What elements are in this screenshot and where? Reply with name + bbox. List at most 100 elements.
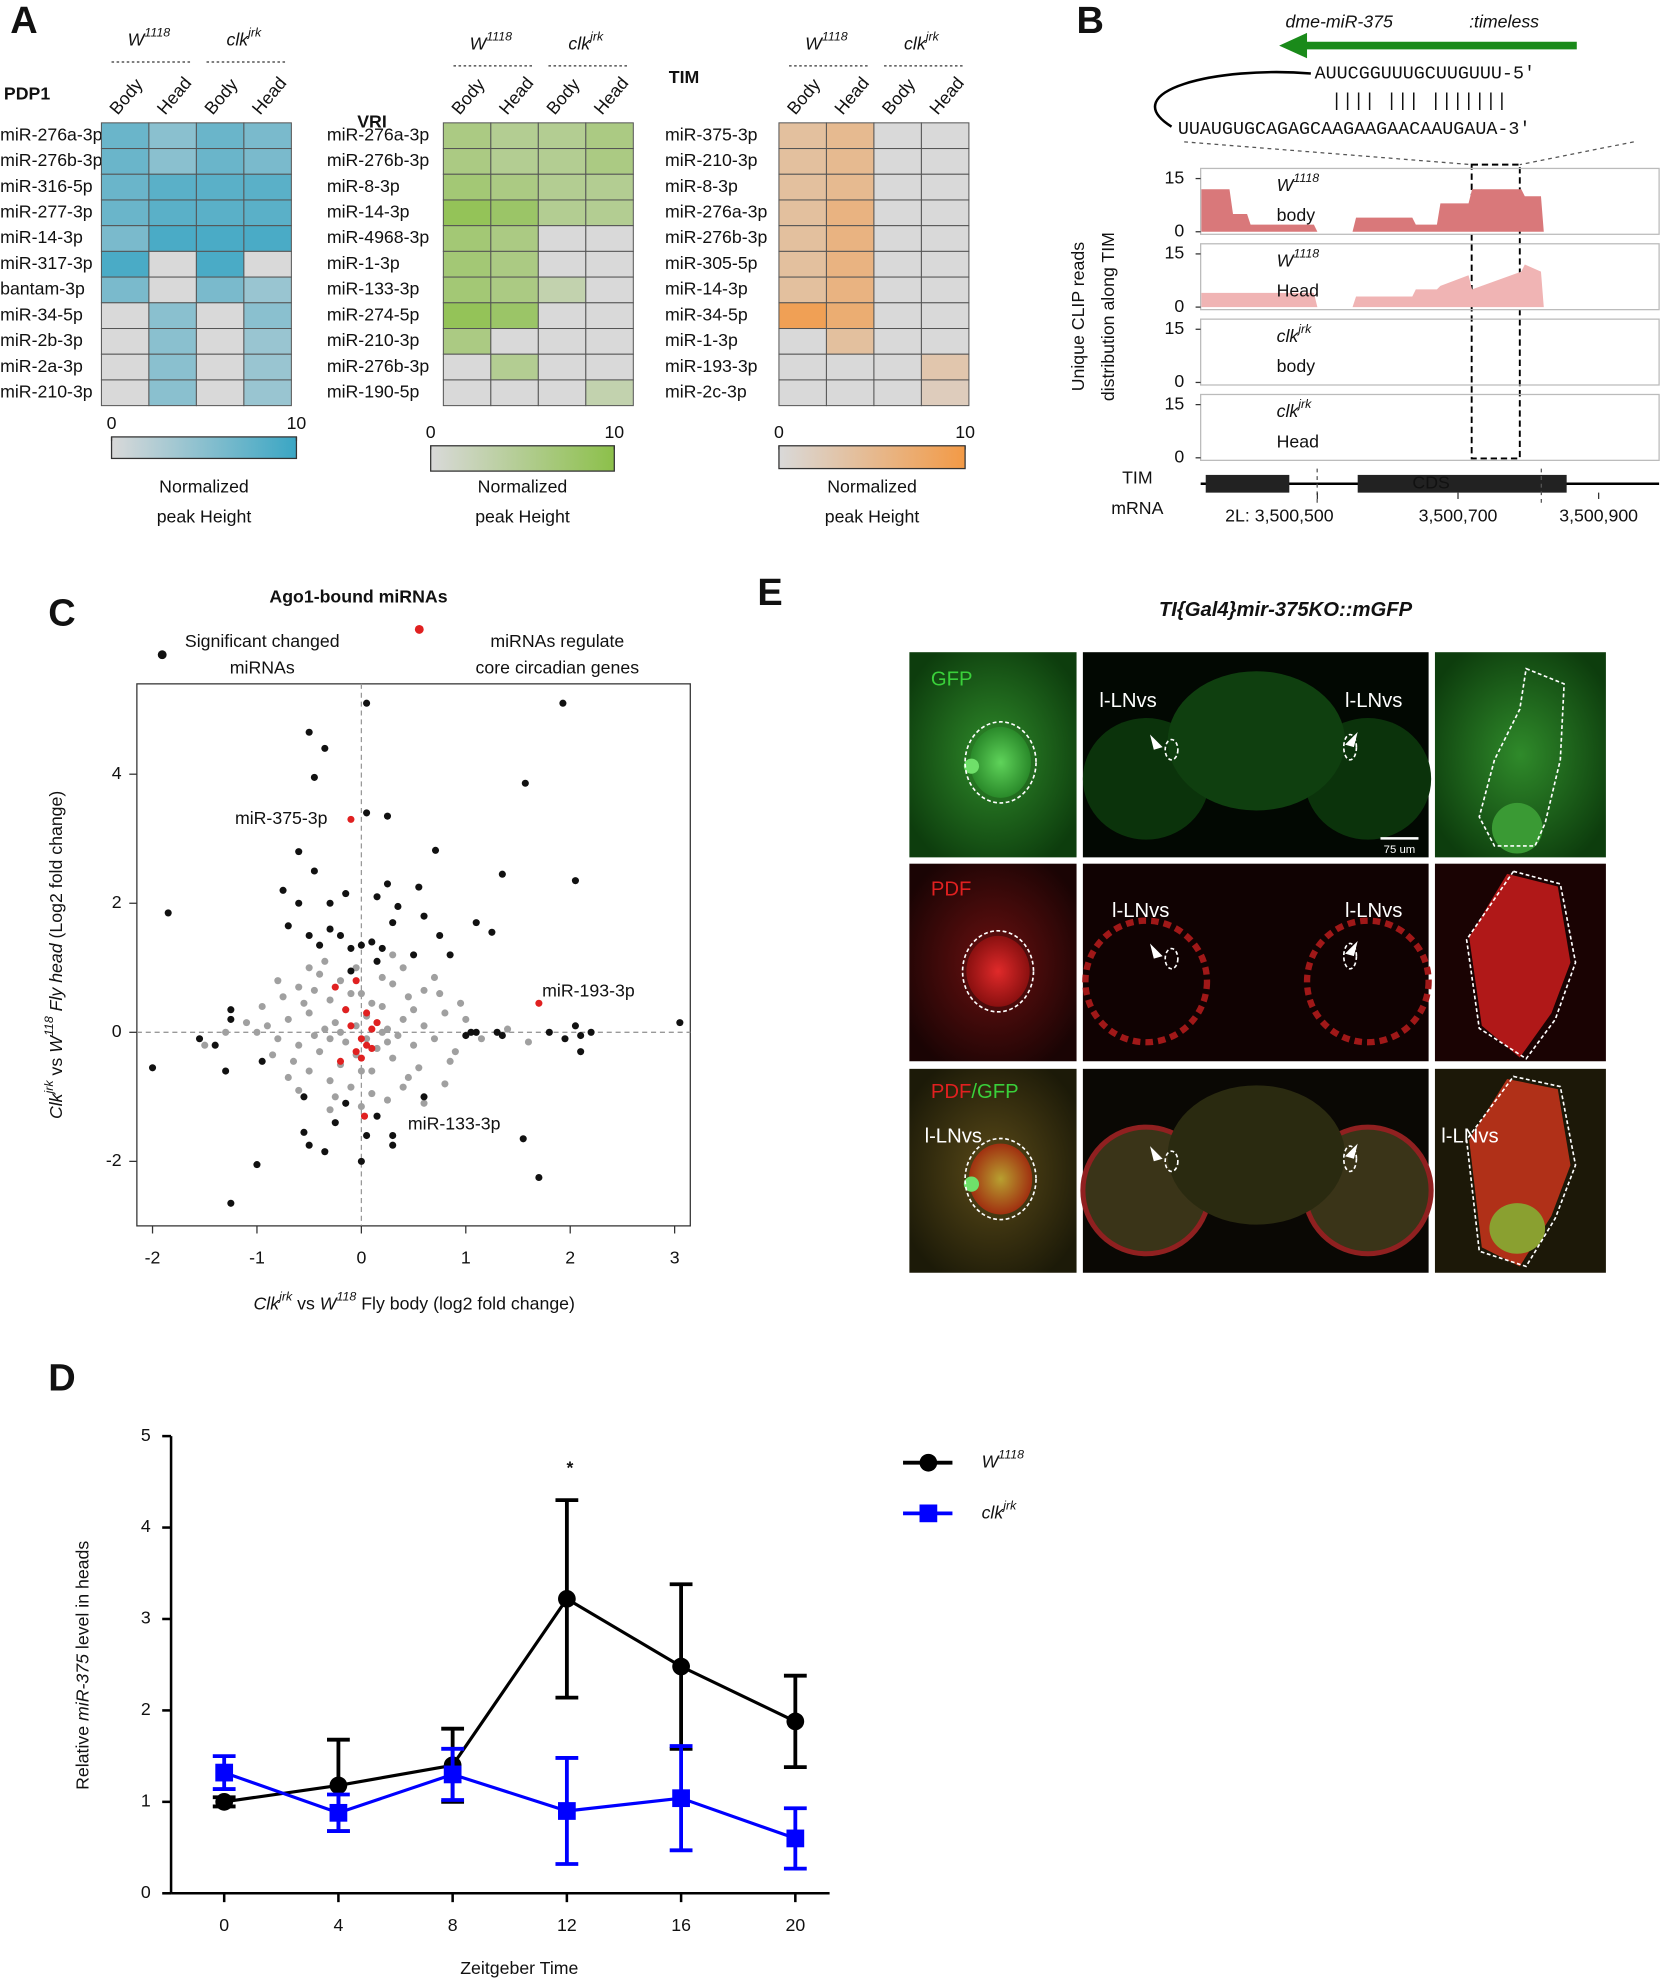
track-name-part: clk <box>1277 401 1300 421</box>
marker <box>558 1590 576 1608</box>
point <box>363 1041 371 1049</box>
heatmap-cell <box>243 148 292 175</box>
point <box>305 1067 313 1075</box>
point <box>389 1054 397 1062</box>
heatmap-cell <box>537 302 587 330</box>
channel-label: GFP <box>931 668 973 690</box>
heatmap-cell <box>825 148 875 175</box>
y-tick-label: 15 <box>1164 318 1184 338</box>
heatmap-cell <box>490 199 539 227</box>
legend-label-part: jrk <box>1001 1499 1017 1513</box>
y-tick-label: 15 <box>1164 393 1184 413</box>
point <box>368 999 376 1007</box>
cell-label: l-LNvs <box>1345 690 1402 712</box>
heatmap-cell <box>195 148 245 175</box>
point <box>430 1035 439 1043</box>
heatmap-cell <box>100 276 150 304</box>
point <box>451 1048 459 1056</box>
row-label: miR-276b-3p <box>327 356 430 376</box>
column-label: Body <box>447 74 488 118</box>
heatmap-cell <box>873 199 922 227</box>
heatmap-cell <box>537 250 587 278</box>
point <box>394 1031 402 1040</box>
marker <box>672 1789 690 1808</box>
point <box>410 1006 418 1014</box>
y-axis-label-part: 118 <box>42 1016 56 1036</box>
heatmap-cell <box>585 276 634 304</box>
heatmap-cell <box>585 148 634 175</box>
point <box>331 1019 339 1027</box>
point <box>357 1054 365 1062</box>
point <box>373 893 381 901</box>
marker <box>215 1763 234 1782</box>
marker <box>672 1657 690 1676</box>
legend-label: core circadian genes <box>476 657 640 677</box>
heatmap-cell <box>195 276 245 304</box>
heatmap-cell <box>825 379 875 407</box>
point <box>420 912 428 920</box>
legend-marker <box>414 624 424 634</box>
y-tick-label: 0 <box>1174 296 1184 316</box>
row-label: miR-276a-3p <box>327 124 430 144</box>
heatmap-cell <box>537 225 587 252</box>
point <box>571 877 579 885</box>
y-axis-label-part: W <box>46 1034 66 1053</box>
heatmap-cell <box>148 122 197 150</box>
point <box>336 931 345 940</box>
row-label: miR-2c-3p <box>665 381 747 401</box>
point <box>420 1093 428 1101</box>
heatmap-cell <box>442 122 492 150</box>
group-label-part: W <box>805 33 824 53</box>
heatmap-title: PDP1 <box>4 84 50 104</box>
x-tick-label: 4 <box>333 1915 343 1935</box>
legend-label-part: 1118 <box>998 1448 1024 1462</box>
point <box>389 1141 397 1149</box>
track-name-part: jrk <box>1296 397 1312 411</box>
heatmap-cell <box>920 353 970 381</box>
point <box>577 1048 585 1056</box>
point <box>352 964 360 972</box>
group-label-part: jrk <box>924 30 940 44</box>
coverage-area <box>1201 264 1659 308</box>
heatmap-cell <box>920 173 970 201</box>
heatmap-cell <box>778 276 827 304</box>
heatmap-title: TIM <box>669 67 700 87</box>
heatmap-cell <box>100 199 150 227</box>
point <box>378 973 386 982</box>
heatmap-cell <box>537 328 587 355</box>
colorbar-label: Normalized <box>478 476 568 496</box>
heatmap-cell <box>920 199 970 227</box>
y-axis-label-part: Relative <box>72 1721 92 1790</box>
cell-label: l-LNvs <box>1099 690 1156 712</box>
heatmap-cell <box>243 379 292 407</box>
y-tick-label: 0 <box>112 1021 122 1041</box>
heatmap-cell <box>825 199 875 227</box>
cell <box>1491 802 1543 854</box>
point <box>347 967 355 975</box>
point <box>368 938 376 946</box>
point <box>399 964 407 972</box>
heatmap-cell <box>100 250 150 278</box>
channel-label: PDF <box>931 1081 971 1103</box>
scale-label: 75 um <box>1384 844 1416 856</box>
point <box>300 1128 308 1136</box>
y-axis-label-part: vs <box>46 1053 66 1081</box>
heatmap-cell <box>148 199 197 227</box>
point <box>431 846 440 854</box>
point <box>331 1093 339 1101</box>
group-label-part: clk <box>904 33 927 53</box>
guide <box>1184 141 1634 166</box>
heatmap-cell <box>825 302 875 330</box>
point <box>284 922 292 930</box>
group-label: W1118 <box>470 30 513 53</box>
point <box>316 941 324 949</box>
point <box>295 848 303 856</box>
row-label: miR-193-3p <box>665 356 758 376</box>
point <box>389 980 397 988</box>
point <box>305 964 313 972</box>
x-axis-label-part: jrk <box>277 1290 293 1304</box>
track-name: body <box>1277 205 1316 225</box>
legend-label-part: W <box>982 1451 1001 1471</box>
sequence: UUAUGUGCAGAGCAAGAAGAACAAUGAUA-3′ <box>1178 119 1531 140</box>
point <box>148 1064 157 1072</box>
